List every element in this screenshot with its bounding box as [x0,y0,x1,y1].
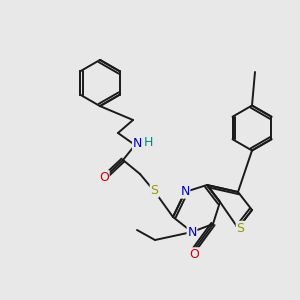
Text: O: O [99,171,109,184]
Text: N: N [133,137,142,150]
Text: S: S [150,184,158,197]
Text: N: N [180,185,190,198]
Text: O: O [190,248,200,261]
Text: S: S [236,221,244,235]
Text: N: N [187,226,197,239]
Text: H: H [144,136,154,149]
